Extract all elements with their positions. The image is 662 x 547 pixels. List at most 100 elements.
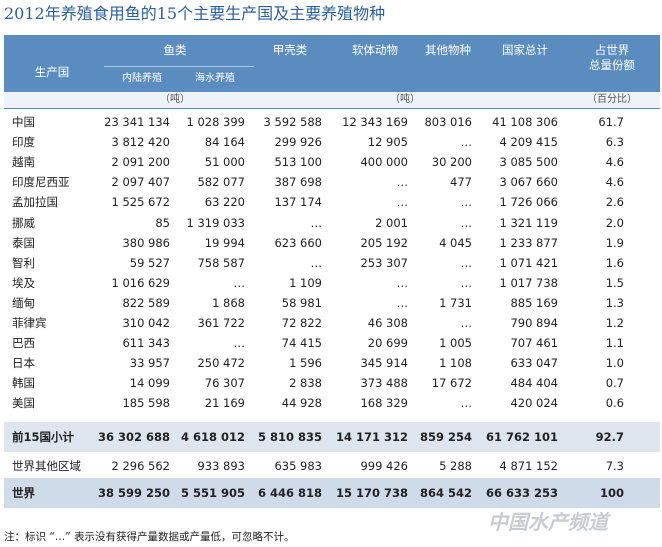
header-marine: 海水养殖 — [195, 73, 235, 84]
value-cell: 14 171 312 — [335, 430, 408, 444]
header-crustacean: 甲壳类 — [272, 43, 308, 57]
value-cell: 299 926 — [274, 135, 322, 150]
value-cell: 2 296 562 — [111, 459, 170, 473]
value-cell: 12 343 169 — [342, 115, 408, 129]
value-cell: 19 994 — [204, 235, 245, 250]
watermark: 中国水产频道 — [488, 510, 608, 534]
value-cell: 168 329 — [360, 396, 408, 411]
value-cell: 310 042 — [122, 316, 170, 330]
header-total: 国家总计 — [502, 43, 548, 57]
value-cell: 582 077 — [197, 175, 245, 190]
value-cell: … — [233, 275, 246, 290]
country-cell: 印度 — [12, 135, 35, 150]
value-cell: 76 307 — [204, 376, 245, 391]
header-inland: 内陆养殖 — [122, 73, 162, 84]
unit: （吨） — [160, 94, 190, 105]
value-cell: … — [396, 175, 409, 190]
value-cell: 84 164 — [204, 135, 245, 150]
value-cell: … — [460, 135, 473, 150]
row-bg — [4, 422, 660, 452]
value-cell: 1 726 066 — [499, 195, 558, 210]
value-cell: … — [460, 215, 473, 230]
value-cell: 1 233 877 — [499, 235, 558, 250]
row-bg — [4, 478, 660, 508]
value-cell: 66 633 253 — [485, 486, 558, 500]
value-cell: 859 254 — [419, 430, 472, 444]
value-cell: 3 067 660 — [499, 175, 558, 190]
value-cell: 513 100 — [274, 155, 322, 170]
value-cell: 6.3 — [605, 135, 624, 150]
value-cell: 387 698 — [274, 175, 322, 190]
value-cell: 345 914 — [360, 356, 408, 371]
value-cell: 3 085 500 — [499, 155, 558, 170]
header-share: 占世界 — [594, 43, 630, 57]
value-cell: 4.6 — [605, 175, 624, 190]
unit: （百分比） — [587, 94, 637, 105]
value-cell: … — [460, 316, 473, 330]
value-cell: 1 005 — [439, 336, 472, 351]
value-cell: 23 341 134 — [104, 115, 170, 129]
value-cell: 61 762 101 — [485, 430, 558, 444]
value-cell: 61.7 — [598, 115, 624, 129]
footnote: 注：标识 “…” 表示没有获得产量数据或产量低，可忽略不计。 — [4, 531, 295, 543]
value-cell: 20 699 — [367, 336, 408, 351]
country-cell: 世界其他区域 — [12, 459, 81, 473]
country-cell: 日本 — [12, 356, 35, 371]
country-cell: 挪威 — [12, 215, 35, 230]
country-cell: 缅甸 — [12, 295, 35, 310]
value-cell: 72 822 — [281, 316, 322, 330]
value-cell: 361 722 — [197, 316, 245, 330]
value-cell: 1 071 421 — [499, 255, 558, 270]
value-cell: 59 527 — [129, 255, 170, 270]
value-cell: 51 000 — [204, 155, 245, 170]
value-cell: 46 308 — [367, 316, 408, 330]
value-cell: 74 415 — [281, 336, 322, 351]
value-cell: 1 321 119 — [499, 215, 558, 230]
value-cell: 790 894 — [510, 316, 558, 330]
value-cell: 58 981 — [281, 295, 322, 310]
value-cell: 2 091 200 — [111, 155, 170, 170]
value-cell: 12 905 — [367, 135, 408, 150]
value-cell: 477 — [450, 175, 472, 190]
value-cell: 864 542 — [419, 486, 472, 500]
value-cell: 373 488 — [360, 376, 408, 391]
value-cell: … — [460, 396, 473, 411]
value-cell: 253 307 — [360, 255, 408, 270]
value-cell: … — [233, 336, 246, 351]
value-cell: 0.7 — [605, 376, 624, 391]
value-cell: 15 170 738 — [335, 486, 408, 500]
value-cell: 999 426 — [360, 459, 408, 473]
header-country: 生产国 — [34, 65, 70, 79]
value-cell: 92.7 — [595, 430, 624, 444]
value-cell: … — [396, 275, 409, 290]
value-cell: 1.2 — [605, 316, 624, 330]
value-cell: 1 731 — [439, 295, 472, 310]
header-rule — [104, 66, 254, 67]
country-cell: 泰国 — [12, 235, 35, 250]
country-cell: 韩国 — [12, 376, 35, 391]
value-cell: 2.6 — [605, 195, 624, 210]
value-cell: … — [460, 255, 473, 270]
header-bg — [4, 35, 660, 92]
value-cell: … — [396, 195, 409, 210]
value-cell: 6 446 818 — [257, 486, 322, 500]
value-cell: 4 045 — [439, 235, 472, 250]
value-cell: 63 220 — [204, 195, 245, 210]
value-cell: 611 343 — [122, 336, 170, 351]
value-cell: 250 472 — [197, 356, 245, 371]
value-cell: … — [310, 215, 323, 230]
title: 2012年养殖食用鱼的15个主要生产国及主要养殖物种 — [4, 4, 386, 23]
value-cell: 5 810 835 — [257, 430, 322, 444]
value-cell: 885 169 — [510, 295, 558, 310]
value-cell: … — [396, 295, 409, 310]
value-cell: 30 200 — [431, 155, 472, 170]
value-cell: 1.0 — [605, 356, 624, 371]
value-cell: 17 672 — [431, 376, 472, 391]
value-cell: 1 017 738 — [499, 275, 558, 290]
country-cell: 世界 — [12, 486, 35, 500]
value-cell: 380 986 — [122, 235, 170, 250]
country-cell: 巴西 — [12, 336, 35, 351]
value-cell: 1 028 399 — [186, 115, 245, 129]
value-cell: 1 525 672 — [111, 195, 170, 210]
value-cell: 3 592 588 — [263, 115, 322, 129]
